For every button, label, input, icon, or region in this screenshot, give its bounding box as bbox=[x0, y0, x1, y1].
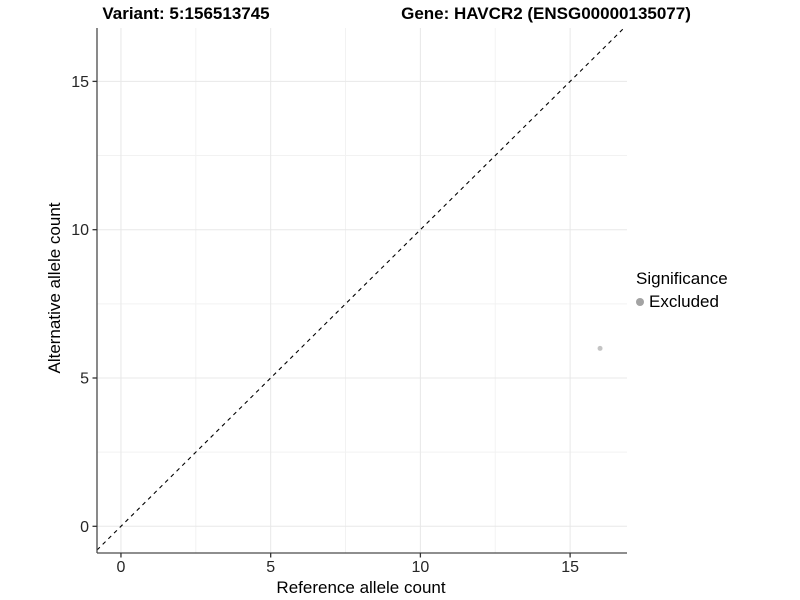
y-tick-label: 5 bbox=[80, 371, 89, 388]
x-tick-label: 15 bbox=[561, 559, 579, 576]
legend: Significance Excluded bbox=[636, 269, 728, 312]
x-tick-label: 5 bbox=[266, 559, 275, 576]
x-tick-label: 10 bbox=[411, 559, 429, 576]
y-tick-label: 10 bbox=[71, 222, 89, 239]
data-point bbox=[597, 345, 603, 351]
legend-item-excluded: Excluded bbox=[636, 292, 728, 312]
x-tick-label: 0 bbox=[117, 559, 126, 576]
y-tick-label: 15 bbox=[71, 74, 89, 91]
y-axis-title: Alternative allele count bbox=[45, 202, 64, 374]
legend-title: Significance bbox=[636, 269, 728, 288]
y-tick-label: 0 bbox=[80, 519, 89, 536]
identity-reference-line bbox=[96, 27, 625, 551]
legend-item-label: Excluded bbox=[649, 292, 719, 311]
x-axis-title: Reference allele count bbox=[276, 578, 446, 597]
plot-title-gene: Gene: HAVCR2 (ENSG00000135077) bbox=[401, 4, 691, 23]
plot-title-variant: Variant: 5:156513745 bbox=[102, 4, 270, 23]
legend-point-icon bbox=[636, 298, 644, 306]
